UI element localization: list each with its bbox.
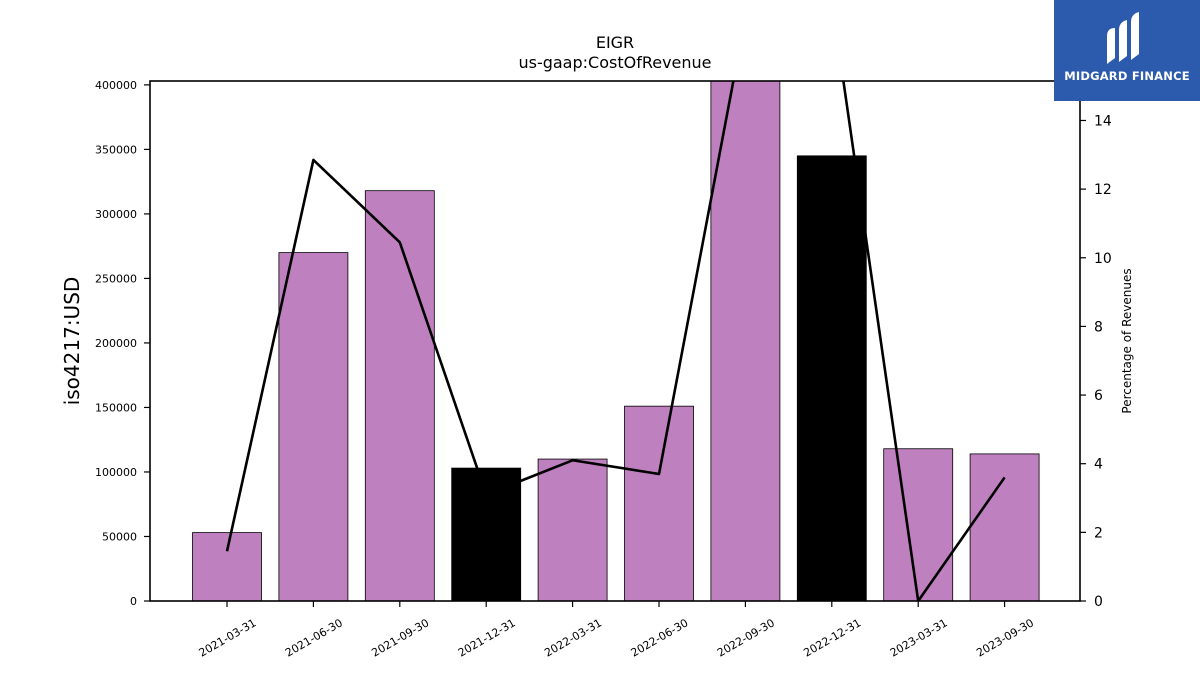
y-axis-right-label: Percentage of Revenues: [1120, 268, 1134, 413]
percentage-line: [225, 81, 1006, 601]
y-right-tick-label: 8: [1094, 319, 1103, 335]
y-right-tick-label: 12: [1094, 182, 1112, 198]
y-right-tick-label: 0: [1094, 594, 1103, 610]
x-tick-label: 2023-09-30: [974, 616, 1036, 659]
logo: MIDGARD FINANCE: [1054, 0, 1200, 101]
chart-subtitle: us-gaap:CostOfRevenue: [518, 53, 711, 72]
bar-2021-09-30: [364, 190, 435, 602]
bar-2022-12-31: [796, 155, 867, 602]
bar-2021-12-31: [451, 467, 522, 602]
y-tick-label: 350000: [95, 143, 137, 156]
chart-title: EIGR: [596, 33, 634, 52]
y-tick-label: 0: [130, 595, 137, 608]
logo-text: MIDGARD FINANCE: [1064, 69, 1190, 83]
y-tick-label: 250000: [95, 272, 137, 285]
x-tick-label: 2022-03-31: [542, 616, 604, 659]
bar-2022-03-31: [537, 458, 608, 602]
bar-2023-03-31: [883, 448, 954, 602]
y-axis-label: iso4217:USD: [60, 277, 84, 406]
y-tick-label: 150000: [95, 401, 137, 414]
x-tick-label: 2021-06-30: [283, 616, 345, 659]
x-tick-label: 2022-12-31: [801, 616, 863, 659]
bar-2021-06-30: [278, 252, 349, 602]
x-tick-label: 2022-09-30: [715, 616, 777, 659]
y-tick-label: 400000: [95, 79, 137, 92]
y-tick-label: 200000: [95, 337, 137, 350]
x-tick-label: 2023-03-31: [888, 616, 950, 659]
x-tick-label: 2022-06-30: [629, 616, 691, 659]
y-right-tick-label: 2: [1094, 525, 1103, 541]
bar-2022-06-30: [624, 405, 694, 602]
logo-mark-icon: [1107, 12, 1139, 64]
x-tick-label: 2021-09-30: [369, 616, 431, 659]
x-tick-label: 2021-12-31: [456, 616, 518, 659]
y-right-tick-label: 14: [1094, 113, 1112, 129]
y-tick-label: 100000: [95, 466, 137, 479]
y-tick-label: 50000: [102, 530, 137, 543]
y-tick-label: 300000: [95, 208, 137, 221]
y-right-tick-label: 4: [1094, 457, 1103, 473]
bar-2021-03-31: [192, 532, 262, 602]
y-right-tick-label: 10: [1094, 251, 1112, 267]
x-tick-label: 2021-03-31: [197, 616, 259, 659]
bar-2023-09-30: [969, 453, 1040, 602]
bar-2022-09-30: [710, 80, 781, 602]
y-right-tick-label: 6: [1094, 388, 1103, 404]
plot-frame: [149, 80, 1081, 602]
bars-group: [192, 80, 1040, 602]
